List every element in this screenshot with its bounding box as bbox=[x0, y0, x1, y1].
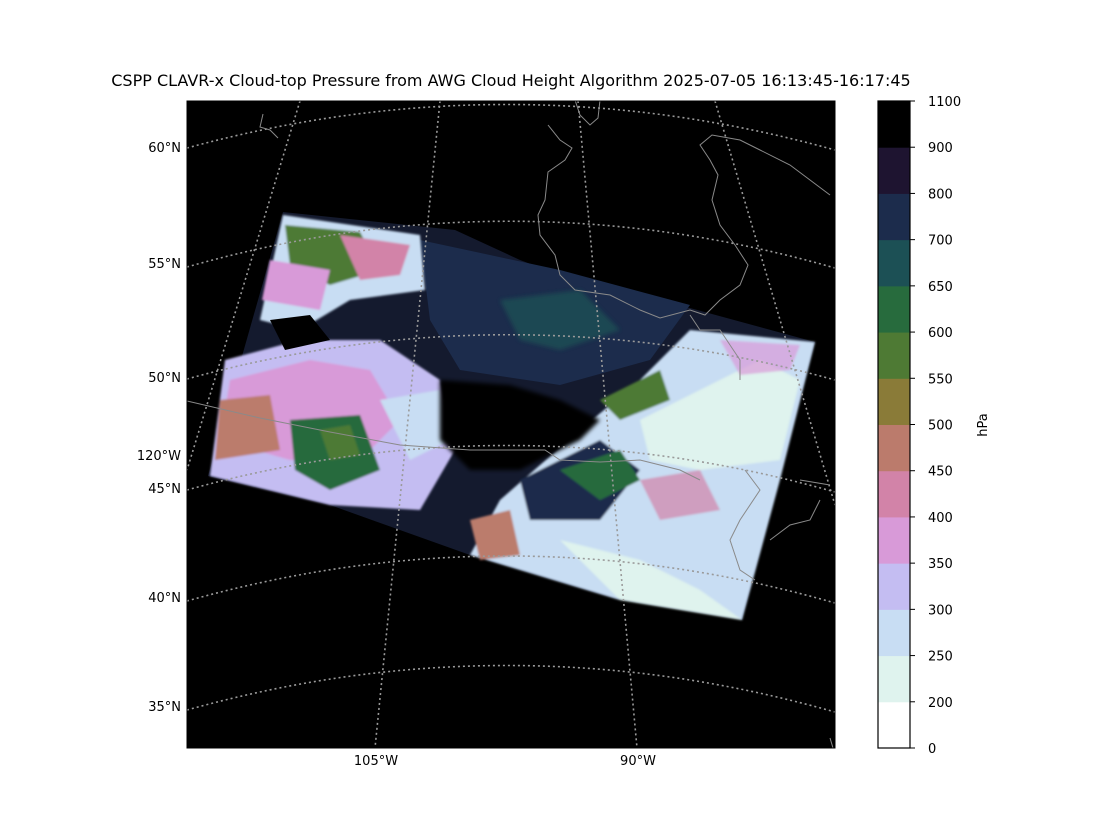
colorbar-tick-label: 600 bbox=[928, 326, 953, 341]
plot-title: CSPP CLAVR-x Cloud-top Pressure from AWG… bbox=[111, 71, 910, 90]
swath-teal-patch bbox=[500, 290, 620, 350]
colorbar: 0 200 250 300 350 400 450 500 550 600 650 700 800 900… bbox=[877, 95, 991, 757]
longitude-labels: 120°W 105°W 90°W bbox=[137, 449, 656, 769]
colorbar-ticks: 0 200 250 300 350 400 450 500 550 600 650 700 800 900… bbox=[910, 95, 961, 757]
colorbar-tick-label: 300 bbox=[928, 603, 953, 618]
lon-label-120w: 120°W bbox=[137, 449, 181, 464]
lat-label-45: 45°N bbox=[148, 482, 181, 497]
colorbar-segment bbox=[878, 378, 910, 425]
colorbar-segment bbox=[878, 424, 910, 472]
colorbar-tick-label: 900 bbox=[928, 141, 953, 156]
lat-label-50: 50°N bbox=[148, 371, 181, 386]
colorbar-tick-label: 200 bbox=[928, 696, 953, 711]
colorbar-segment bbox=[878, 239, 910, 287]
lon-label-105w: 105°W bbox=[354, 754, 398, 769]
clear-gap-west bbox=[270, 315, 330, 350]
graticule-latitudes bbox=[187, 103, 835, 713]
lat-label-55: 55°N bbox=[148, 257, 181, 272]
colorbar-segment bbox=[878, 563, 910, 610]
colorbar-tick-label: 450 bbox=[928, 465, 953, 480]
colorbar-tick-label: 800 bbox=[928, 187, 953, 202]
cloud-top-pressure-swath bbox=[208, 212, 815, 620]
colorbar-segment bbox=[878, 147, 910, 194]
colorbar-tick-label: 650 bbox=[928, 280, 953, 295]
colorbar-segment bbox=[878, 701, 910, 749]
colorbar-segment bbox=[878, 609, 910, 657]
colorbar-segment bbox=[878, 285, 910, 333]
lat-label-60: 60°N bbox=[148, 141, 181, 156]
colorbar-segment bbox=[878, 332, 910, 379]
colorbar-segment bbox=[878, 101, 910, 148]
colorbar-tick-label: 1100 bbox=[928, 95, 961, 110]
colorbar-tick-label: 500 bbox=[928, 419, 953, 434]
eastern-cloud-mass bbox=[470, 330, 815, 620]
colorbar-tick-label: 0 bbox=[928, 742, 936, 757]
colorbar-tick-label: 250 bbox=[928, 650, 953, 665]
clear-gap-center bbox=[440, 380, 600, 470]
colorbar-segment bbox=[878, 516, 910, 564]
colorbar-segment bbox=[878, 470, 910, 518]
colorbar-segment bbox=[878, 193, 910, 241]
lon-label-90w: 90°W bbox=[620, 754, 656, 769]
map-axes: 60°N 55°N 50°N 45°N 40°N 35°N 120°W 105°… bbox=[137, 100, 836, 769]
colorbar-label: hPa bbox=[976, 413, 991, 436]
lat-label-40: 40°N bbox=[148, 591, 181, 606]
colorbar-segment bbox=[878, 655, 910, 703]
graticule-longitudes bbox=[187, 101, 835, 748]
colorbar-tick-label: 700 bbox=[928, 234, 953, 249]
lat-label-35: 35°N bbox=[148, 700, 181, 715]
colorbar-tick-label: 350 bbox=[928, 557, 953, 572]
colorbar-segments bbox=[878, 101, 910, 749]
map-frame bbox=[186, 100, 836, 749]
coastlines bbox=[187, 101, 834, 748]
colorbar-tick-label: 550 bbox=[928, 372, 953, 387]
latitude-labels: 60°N 55°N 50°N 45°N 40°N 35°N bbox=[148, 141, 181, 715]
colorbar-tick-label: 400 bbox=[928, 511, 953, 526]
